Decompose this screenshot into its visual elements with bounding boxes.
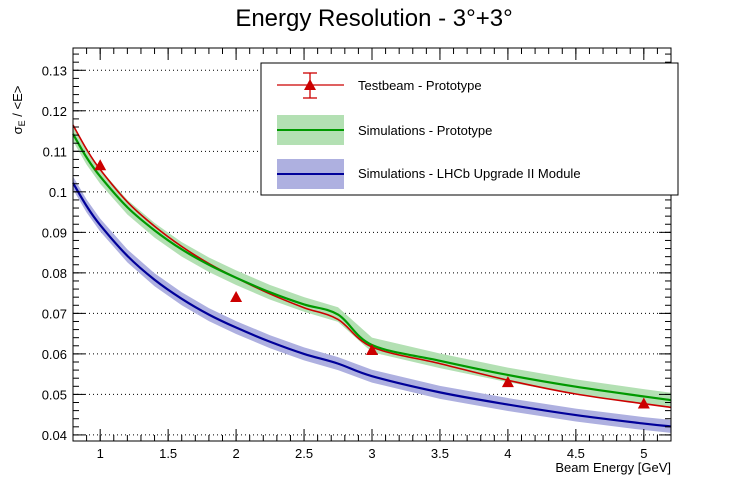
fit-line-0: [72, 124, 672, 409]
legend-testbeam-label: Testbeam - Prototype: [358, 78, 482, 93]
legend-sim-lhcb-label: Simulations - LHCb Upgrade II Module: [358, 166, 581, 181]
data-markers: [94, 159, 650, 409]
x-tick-label: 1.5: [159, 446, 177, 461]
y-tick-label: 0.08: [42, 266, 67, 281]
y-tick-label: 0.07: [42, 306, 67, 321]
y-axis-title-subscript: E: [17, 120, 27, 126]
y-tick-label: 0.12: [42, 104, 67, 119]
x-tick-label: 1: [97, 446, 104, 461]
x-axis-title: Beam Energy [GeV]: [555, 460, 671, 475]
legend-entry-sim-prototype: Simulations - Prototype: [277, 115, 492, 145]
data-point-marker: [637, 397, 650, 409]
series-lines: [72, 124, 672, 428]
x-tick-label: 5: [640, 446, 647, 461]
legend-testbeam-marker: [304, 79, 316, 90]
y-tick-label: 0.11: [43, 144, 67, 159]
y-axis-title-rest: / <E>: [10, 86, 25, 121]
series-line-1: [72, 133, 672, 402]
x-tick-label: 3.5: [431, 446, 449, 461]
x-tick-labels: 1 1.5 2 2.5 3 3.5 4 4.5 5: [97, 446, 648, 461]
x-tick-label: 2: [232, 446, 239, 461]
y-axis-title-sigma: σ: [10, 126, 25, 134]
legend: Testbeam - Prototype Simulations - Proto…: [260, 62, 679, 196]
legend-entry-sim-lhcb: Simulations - LHCb Upgrade II Module: [277, 159, 581, 189]
y-tick-label: 0.05: [42, 387, 67, 402]
x-tick-label: 4.5: [567, 446, 585, 461]
chart-title: Energy Resolution - 3°+3°: [235, 5, 512, 32]
data-point-marker: [501, 376, 514, 388]
x-tick-label: 3: [368, 446, 375, 461]
y-tick-label: 0.13: [42, 63, 67, 78]
data-point-marker: [230, 290, 243, 302]
data-point-marker: [366, 344, 378, 356]
legend-sim-prototype-label: Simulations - Prototype: [358, 123, 492, 138]
x-tick-label: 2.5: [295, 446, 313, 461]
y-tick-label: 0.1: [49, 185, 67, 200]
x-tick-label: 4: [504, 446, 511, 461]
y-tick-labels: 0.04 0.05 0.06 0.07 0.08 0.09 0.1 0.11 0.12 0.13: [42, 63, 67, 443]
data-point-marker: [94, 159, 107, 171]
series-line-2: [72, 182, 672, 428]
y-tick-label: 0.04: [42, 428, 67, 443]
y-axis-title: σE / <E>: [10, 86, 27, 135]
y-tick-label: 0.09: [42, 225, 67, 240]
y-tick-label: 0.06: [42, 347, 67, 362]
legend-entry-testbeam: Testbeam - Prototype: [277, 72, 482, 99]
